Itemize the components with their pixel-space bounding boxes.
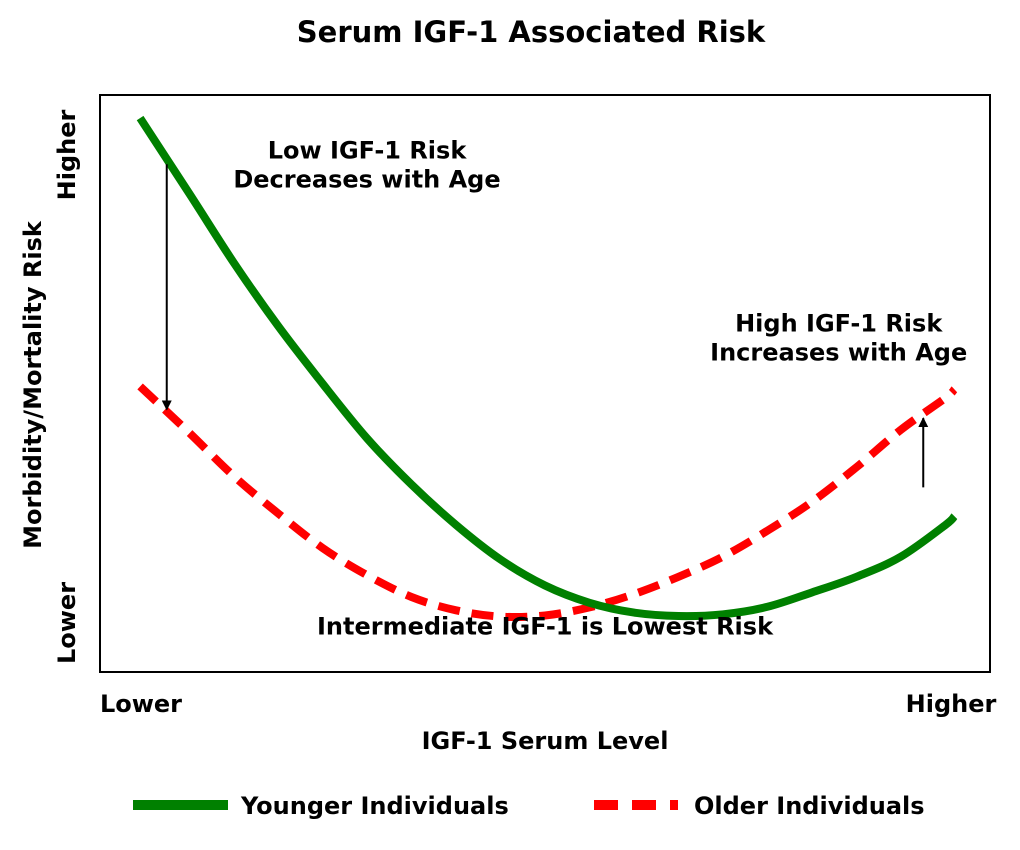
series-line-older	[137, 383, 958, 622]
annotation-text-3: High IGF-1 Risk	[735, 310, 943, 338]
series-layer	[136, 115, 958, 622]
x-tick-label-higher: Higher	[906, 690, 997, 718]
x-axis-label: IGF-1 Serum Level	[422, 727, 669, 755]
y-tick-label-higher: Higher	[53, 109, 81, 200]
annotation-text-5: Intermediate IGF-1 is Lowest Risk	[317, 612, 774, 640]
arrow-layer	[161, 164, 929, 488]
legend-label-older: Older Individuals	[694, 792, 925, 820]
legend: Younger Individuals Older Individuals	[133, 792, 925, 820]
annotation-text-1: Low IGF-1 Risk	[268, 136, 468, 164]
annotation-text-2: Decreases with Age	[233, 165, 500, 193]
annotation-text-4: Increases with Age	[710, 338, 967, 366]
legend-label-younger: Younger Individuals	[240, 792, 509, 820]
chart-title: Serum IGF-1 Associated Risk	[297, 15, 766, 49]
series-line-younger	[136, 115, 958, 621]
plot-frame	[99, 94, 991, 673]
y-tick-label-lower: Lower	[53, 582, 81, 664]
x-tick-label-lower: Lower	[100, 690, 182, 718]
y-axis-label: Morbidity/Mortality Risk	[19, 220, 47, 549]
